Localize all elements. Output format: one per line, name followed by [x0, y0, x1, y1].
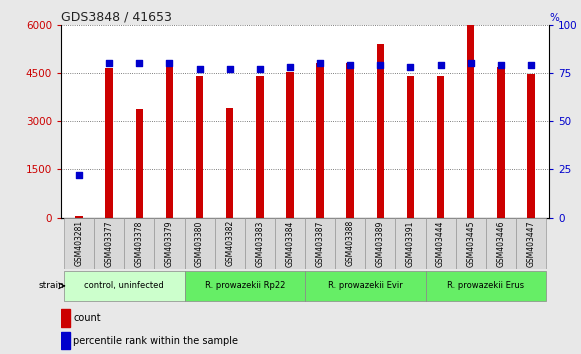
- Point: [74, 172, 84, 178]
- Text: GSM403388: GSM403388: [346, 220, 355, 267]
- Bar: [105, 68, 113, 218]
- Bar: [486, 218, 516, 269]
- Point: [466, 61, 475, 66]
- Bar: [64, 218, 94, 269]
- Text: R. prowazekii Erus: R. prowazekii Erus: [447, 281, 524, 290]
- Text: GSM403377: GSM403377: [105, 220, 114, 267]
- Text: strain: strain: [38, 281, 64, 290]
- Point: [436, 62, 445, 68]
- Bar: [214, 218, 245, 269]
- Text: GSM403391: GSM403391: [406, 220, 415, 267]
- Bar: [196, 76, 203, 218]
- Bar: [155, 218, 185, 269]
- Bar: [425, 271, 546, 301]
- Point: [135, 61, 144, 66]
- Bar: [425, 218, 456, 269]
- Bar: [305, 271, 425, 301]
- Text: GSM403447: GSM403447: [526, 220, 536, 267]
- Text: control, uninfected: control, uninfected: [84, 281, 164, 290]
- Point: [406, 64, 415, 70]
- Bar: [467, 25, 475, 218]
- Point: [346, 62, 355, 68]
- Bar: [61, 309, 70, 327]
- Text: GSM403380: GSM403380: [195, 220, 204, 267]
- Bar: [376, 44, 384, 218]
- Text: GSM403378: GSM403378: [135, 220, 144, 267]
- Text: GSM403444: GSM403444: [436, 220, 445, 267]
- Bar: [527, 74, 535, 218]
- Point: [315, 61, 325, 66]
- Text: count: count: [73, 313, 101, 323]
- Text: GSM403445: GSM403445: [466, 220, 475, 267]
- Text: %: %: [549, 13, 559, 23]
- Bar: [346, 63, 354, 218]
- Bar: [124, 218, 155, 269]
- Bar: [275, 218, 305, 269]
- Bar: [335, 218, 365, 269]
- Text: GSM403384: GSM403384: [285, 220, 295, 267]
- Text: percentile rank within the sample: percentile rank within the sample: [73, 336, 238, 346]
- Bar: [516, 218, 546, 269]
- Point: [496, 62, 505, 68]
- Bar: [316, 63, 324, 218]
- Bar: [64, 271, 185, 301]
- Bar: [256, 76, 264, 218]
- Bar: [286, 72, 294, 218]
- Bar: [456, 218, 486, 269]
- Point: [105, 61, 114, 66]
- Point: [165, 61, 174, 66]
- Point: [195, 66, 205, 72]
- Bar: [407, 76, 414, 218]
- Point: [526, 62, 536, 68]
- Point: [376, 62, 385, 68]
- Bar: [497, 67, 505, 218]
- Bar: [166, 63, 173, 218]
- Text: GSM403383: GSM403383: [255, 220, 264, 267]
- Point: [255, 66, 264, 72]
- Point: [225, 66, 234, 72]
- Text: GSM403446: GSM403446: [496, 220, 505, 267]
- Bar: [437, 76, 444, 218]
- Text: GSM403387: GSM403387: [315, 220, 325, 267]
- Text: R. prowazekii Rp22: R. prowazekii Rp22: [205, 281, 285, 290]
- Text: GDS3848 / 41653: GDS3848 / 41653: [61, 11, 172, 24]
- Bar: [245, 218, 275, 269]
- Bar: [396, 218, 425, 269]
- Text: GSM403382: GSM403382: [225, 220, 234, 267]
- Text: GSM403281: GSM403281: [74, 220, 84, 267]
- Bar: [135, 109, 143, 218]
- Text: R. prowazekii Evir: R. prowazekii Evir: [328, 281, 403, 290]
- Bar: [305, 218, 335, 269]
- Text: GSM403379: GSM403379: [165, 220, 174, 267]
- Bar: [365, 218, 396, 269]
- Bar: [226, 108, 234, 218]
- Bar: [185, 271, 305, 301]
- Text: GSM403389: GSM403389: [376, 220, 385, 267]
- Bar: [61, 332, 70, 349]
- Bar: [94, 218, 124, 269]
- Bar: [185, 218, 214, 269]
- Point: [285, 64, 295, 70]
- Bar: [76, 216, 83, 218]
